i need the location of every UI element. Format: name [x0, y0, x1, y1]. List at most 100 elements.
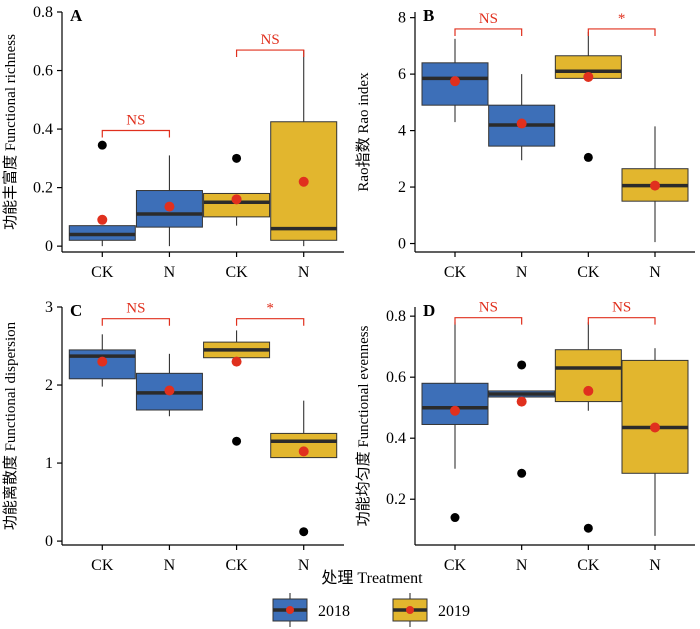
- legend-label: 2019: [438, 603, 470, 620]
- box-ck-2019: [203, 330, 271, 446]
- significance-bracket: [587, 28, 656, 36]
- outlier-point: [299, 527, 309, 537]
- legend-label: 2018: [318, 603, 350, 620]
- box-iqr: [203, 192, 271, 218]
- significance-label: NS: [126, 301, 145, 317]
- mean-point: [516, 396, 527, 407]
- mean-point: [97, 356, 108, 367]
- x-tick-label: N: [164, 264, 176, 281]
- panel-letter: B: [423, 6, 434, 25]
- significance-bracket: [101, 129, 171, 138]
- box-iqr: [421, 382, 489, 425]
- significance-bracket: [235, 49, 305, 58]
- mean-point: [583, 71, 594, 82]
- mean-point: [650, 422, 660, 433]
- y-tick-label: 3: [45, 299, 53, 316]
- legend-item-2018: 2018: [272, 593, 350, 627]
- box-n-2019: [621, 348, 689, 536]
- y-tick-label: 0.8: [386, 308, 406, 325]
- outlier-point: [583, 523, 593, 533]
- significance-label: *: [618, 11, 626, 27]
- mean-point: [583, 385, 594, 396]
- significance-label: NS: [479, 11, 498, 27]
- significance-label: NS: [261, 32, 280, 48]
- significance-bracket: [454, 28, 523, 36]
- x-tick-label: N: [298, 557, 310, 574]
- x-tick-label: CK: [444, 264, 467, 281]
- box-ck-2018: [68, 334, 136, 387]
- legend-item-2019: 2019: [392, 593, 470, 627]
- x-tick-label: N: [298, 264, 310, 281]
- outlier-point: [232, 436, 242, 446]
- box-n-2019: [621, 126, 689, 243]
- outlier-point: [450, 513, 460, 523]
- box-iqr: [621, 359, 689, 474]
- x-tick-label: CK: [577, 264, 600, 281]
- y-tick-label: 0.2: [33, 180, 53, 197]
- mean-point: [164, 201, 175, 212]
- box-ck-2019: [203, 153, 271, 226]
- panel-letter: C: [70, 301, 82, 320]
- y-tick-label: 0.4: [386, 430, 406, 447]
- y-tick-label: 0.2: [386, 491, 406, 508]
- y-tick-label: 0: [45, 533, 53, 550]
- x-tick-label: CK: [225, 264, 248, 281]
- significance-bracket: [587, 317, 656, 325]
- mean-point: [450, 76, 460, 87]
- box-ck-2018: [68, 140, 136, 247]
- outlier-point: [232, 153, 242, 163]
- box-ck-2019: [554, 31, 622, 162]
- y-tick-label: 6: [398, 66, 406, 83]
- y-tick-label: 0.4: [33, 121, 53, 138]
- panel-D: D 0.2 0.4 0.6 0.8 功能均匀度 Functional evenness CK…: [355, 300, 695, 574]
- mean-point: [298, 446, 309, 457]
- box-ck-2019: [554, 322, 622, 533]
- y-tick-label: 0.8: [33, 4, 53, 21]
- outlier-point: [517, 360, 527, 370]
- y-axis-label: 功能均匀度 Functional evenness: [355, 325, 372, 526]
- y-tick-label: 2: [398, 179, 406, 196]
- x-tick-label: N: [516, 557, 528, 574]
- panel-C: C 0 1 2 3 功能离散度 Functional dispersion CK N CK N NS…: [2, 299, 344, 574]
- mean-point: [650, 180, 660, 191]
- y-tick-label: 0.6: [386, 369, 406, 386]
- panel-B: B 0 2 4 6 8 Rao指数 Rao index CK N CK N NS *: [355, 6, 695, 281]
- y-tick-label: 0: [398, 236, 406, 253]
- panel-letter: A: [70, 6, 83, 25]
- outlier-point: [583, 152, 593, 162]
- y-tick-label: 8: [398, 10, 406, 27]
- x-tick-label: CK: [577, 557, 600, 574]
- x-tick-label: N: [649, 557, 661, 574]
- y-tick-label: 4: [398, 123, 406, 140]
- box-n-2018: [135, 155, 203, 247]
- mean-point: [450, 405, 460, 416]
- x-tick-label: N: [649, 264, 661, 281]
- y-tick-label: 1: [45, 455, 53, 472]
- panel-A: A 0 0.2 0.4 0.6 0.8 功能丰富度 Functional richness C…: [1, 4, 344, 281]
- mean-point: [231, 194, 242, 205]
- x-tick-label: CK: [225, 557, 248, 574]
- y-axis-label: Rao指数 Rao index: [355, 72, 372, 192]
- y-axis-label: 功能离散度 Functional dispersion: [2, 321, 19, 530]
- y-tick-label: 0.6: [33, 63, 53, 80]
- y-tick-label: 0: [45, 238, 53, 255]
- outlier-point: [517, 468, 527, 478]
- mean-point: [231, 356, 242, 367]
- significance-bracket: [101, 318, 171, 326]
- significance-label: NS: [126, 113, 145, 129]
- box-ck-2018: [421, 38, 489, 123]
- box-n-2019: [270, 50, 338, 247]
- x-tick-label: CK: [444, 557, 467, 574]
- box-n-2018: [488, 74, 556, 161]
- x-tick-label: N: [516, 264, 528, 281]
- box-n-2018: [135, 353, 203, 417]
- mean-point: [298, 176, 309, 187]
- mean-point: [97, 214, 108, 225]
- panel-letter: D: [423, 301, 435, 320]
- box-n-2019: [270, 400, 338, 537]
- mean-point: [164, 385, 175, 396]
- mean-point: [516, 118, 527, 129]
- y-axis-label: 功能丰富度 Functional richness: [1, 34, 19, 230]
- x-tick-label: CK: [91, 264, 114, 281]
